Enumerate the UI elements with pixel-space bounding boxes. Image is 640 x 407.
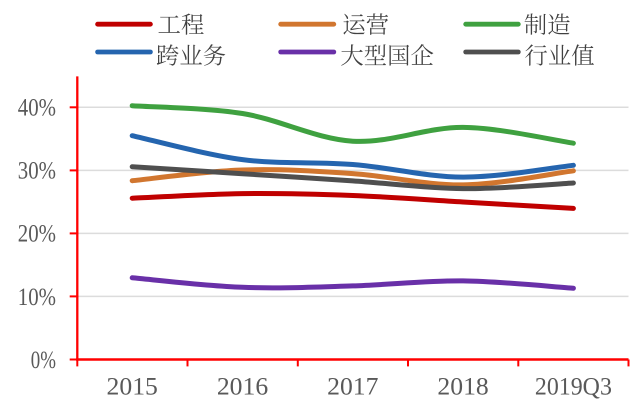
svg-text:0%: 0% <box>31 345 56 374</box>
svg-text:20%: 20% <box>18 219 56 248</box>
svg-text:2019Q3: 2019Q3 <box>535 372 612 401</box>
svg-text:40%: 40% <box>18 93 56 122</box>
svg-text:2015: 2015 <box>107 372 158 401</box>
svg-text:30%: 30% <box>18 156 56 185</box>
svg-text:2016: 2016 <box>217 372 269 401</box>
svg-text:2017: 2017 <box>327 372 379 401</box>
svg-text:10%: 10% <box>18 282 56 311</box>
svg-text:2018: 2018 <box>437 372 488 401</box>
